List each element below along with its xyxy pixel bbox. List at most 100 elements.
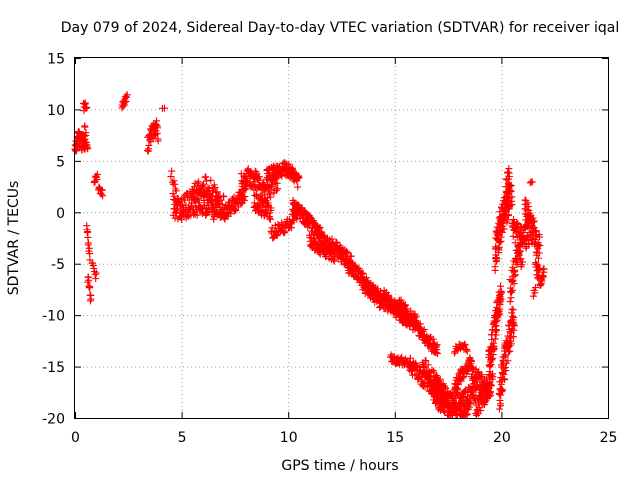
data-point <box>502 197 510 205</box>
data-point <box>143 146 151 154</box>
data-point <box>358 270 366 278</box>
data-point <box>84 144 92 152</box>
data-point <box>198 181 206 189</box>
data-point <box>530 217 538 225</box>
data-point <box>429 335 437 343</box>
data-point <box>516 248 524 256</box>
data-point <box>239 188 247 196</box>
data-point <box>461 341 469 349</box>
data-point <box>281 228 289 236</box>
data-point <box>441 407 449 415</box>
data-point <box>510 216 518 223</box>
y-tick-label: -20 <box>42 412 65 428</box>
data-point <box>123 91 131 99</box>
data-point <box>510 333 518 341</box>
data-point <box>502 366 510 374</box>
y-tick-label: -15 <box>42 360 65 376</box>
x-tick-label: 10 <box>280 430 298 446</box>
data-point <box>195 199 203 207</box>
data-point <box>267 193 275 201</box>
y-tick-label: 10 <box>47 103 65 119</box>
data-point <box>540 265 548 273</box>
data-point <box>482 397 490 405</box>
data-point <box>497 282 505 290</box>
data-point <box>86 284 94 292</box>
data-point <box>436 375 444 383</box>
data-point <box>501 376 509 384</box>
data-point <box>401 309 409 317</box>
data-point <box>274 185 282 193</box>
data-point <box>215 200 223 208</box>
data-point <box>507 188 515 196</box>
data-point <box>202 177 210 185</box>
data-point <box>506 298 514 306</box>
data-point <box>195 178 203 186</box>
data-point <box>316 223 324 231</box>
data-point <box>536 266 544 274</box>
data-point <box>509 286 517 294</box>
data-points <box>71 91 548 419</box>
data-point <box>535 249 543 257</box>
data-point <box>281 159 289 167</box>
y-tick-label: 15 <box>47 52 65 68</box>
data-point <box>346 258 354 266</box>
data-point <box>85 276 93 284</box>
data-point <box>416 320 424 328</box>
data-point <box>120 101 128 109</box>
data-point <box>491 266 499 274</box>
x-tick-label: 5 <box>178 430 187 446</box>
data-point <box>168 167 176 175</box>
data-point <box>507 288 515 296</box>
data-point <box>531 289 539 297</box>
data-point <box>267 185 275 193</box>
data-point <box>266 215 274 223</box>
data-point <box>518 258 526 266</box>
data-point <box>448 400 456 408</box>
data-point <box>492 317 500 325</box>
data-point <box>161 104 169 112</box>
data-point <box>497 380 505 388</box>
data-point <box>420 363 428 371</box>
data-point <box>343 248 351 256</box>
data-point <box>173 209 181 217</box>
data-point <box>204 209 212 217</box>
data-point <box>215 193 223 201</box>
data-point <box>536 233 544 241</box>
data-point <box>459 374 467 382</box>
data-point <box>489 354 497 362</box>
data-point <box>99 192 107 200</box>
data-point <box>289 166 297 174</box>
data-point <box>293 215 301 223</box>
data-point <box>82 129 90 137</box>
data-point <box>398 353 406 361</box>
data-point <box>90 265 98 273</box>
data-point <box>359 270 367 278</box>
data-point <box>336 242 344 250</box>
data-point <box>463 345 471 353</box>
data-point <box>213 188 221 196</box>
data-point <box>385 292 393 300</box>
y-axis-label: SDTVAR / TECUs <box>6 181 22 296</box>
data-point <box>332 238 340 246</box>
data-point <box>509 306 517 314</box>
data-point <box>259 198 267 206</box>
data-point <box>227 210 235 218</box>
data-point <box>510 313 518 321</box>
data-point <box>529 292 537 300</box>
data-point <box>84 239 92 247</box>
data-point <box>315 224 323 232</box>
data-point <box>497 295 505 303</box>
data-point <box>505 211 513 219</box>
data-point <box>537 281 545 289</box>
data-point <box>413 362 421 370</box>
data-point <box>406 354 414 362</box>
data-point <box>516 247 524 255</box>
data-point <box>167 173 175 181</box>
data-point <box>434 394 442 402</box>
data-point <box>498 385 506 393</box>
data-point <box>487 355 495 363</box>
data-point <box>508 201 516 209</box>
data-point <box>486 388 494 396</box>
data-point <box>92 269 100 277</box>
